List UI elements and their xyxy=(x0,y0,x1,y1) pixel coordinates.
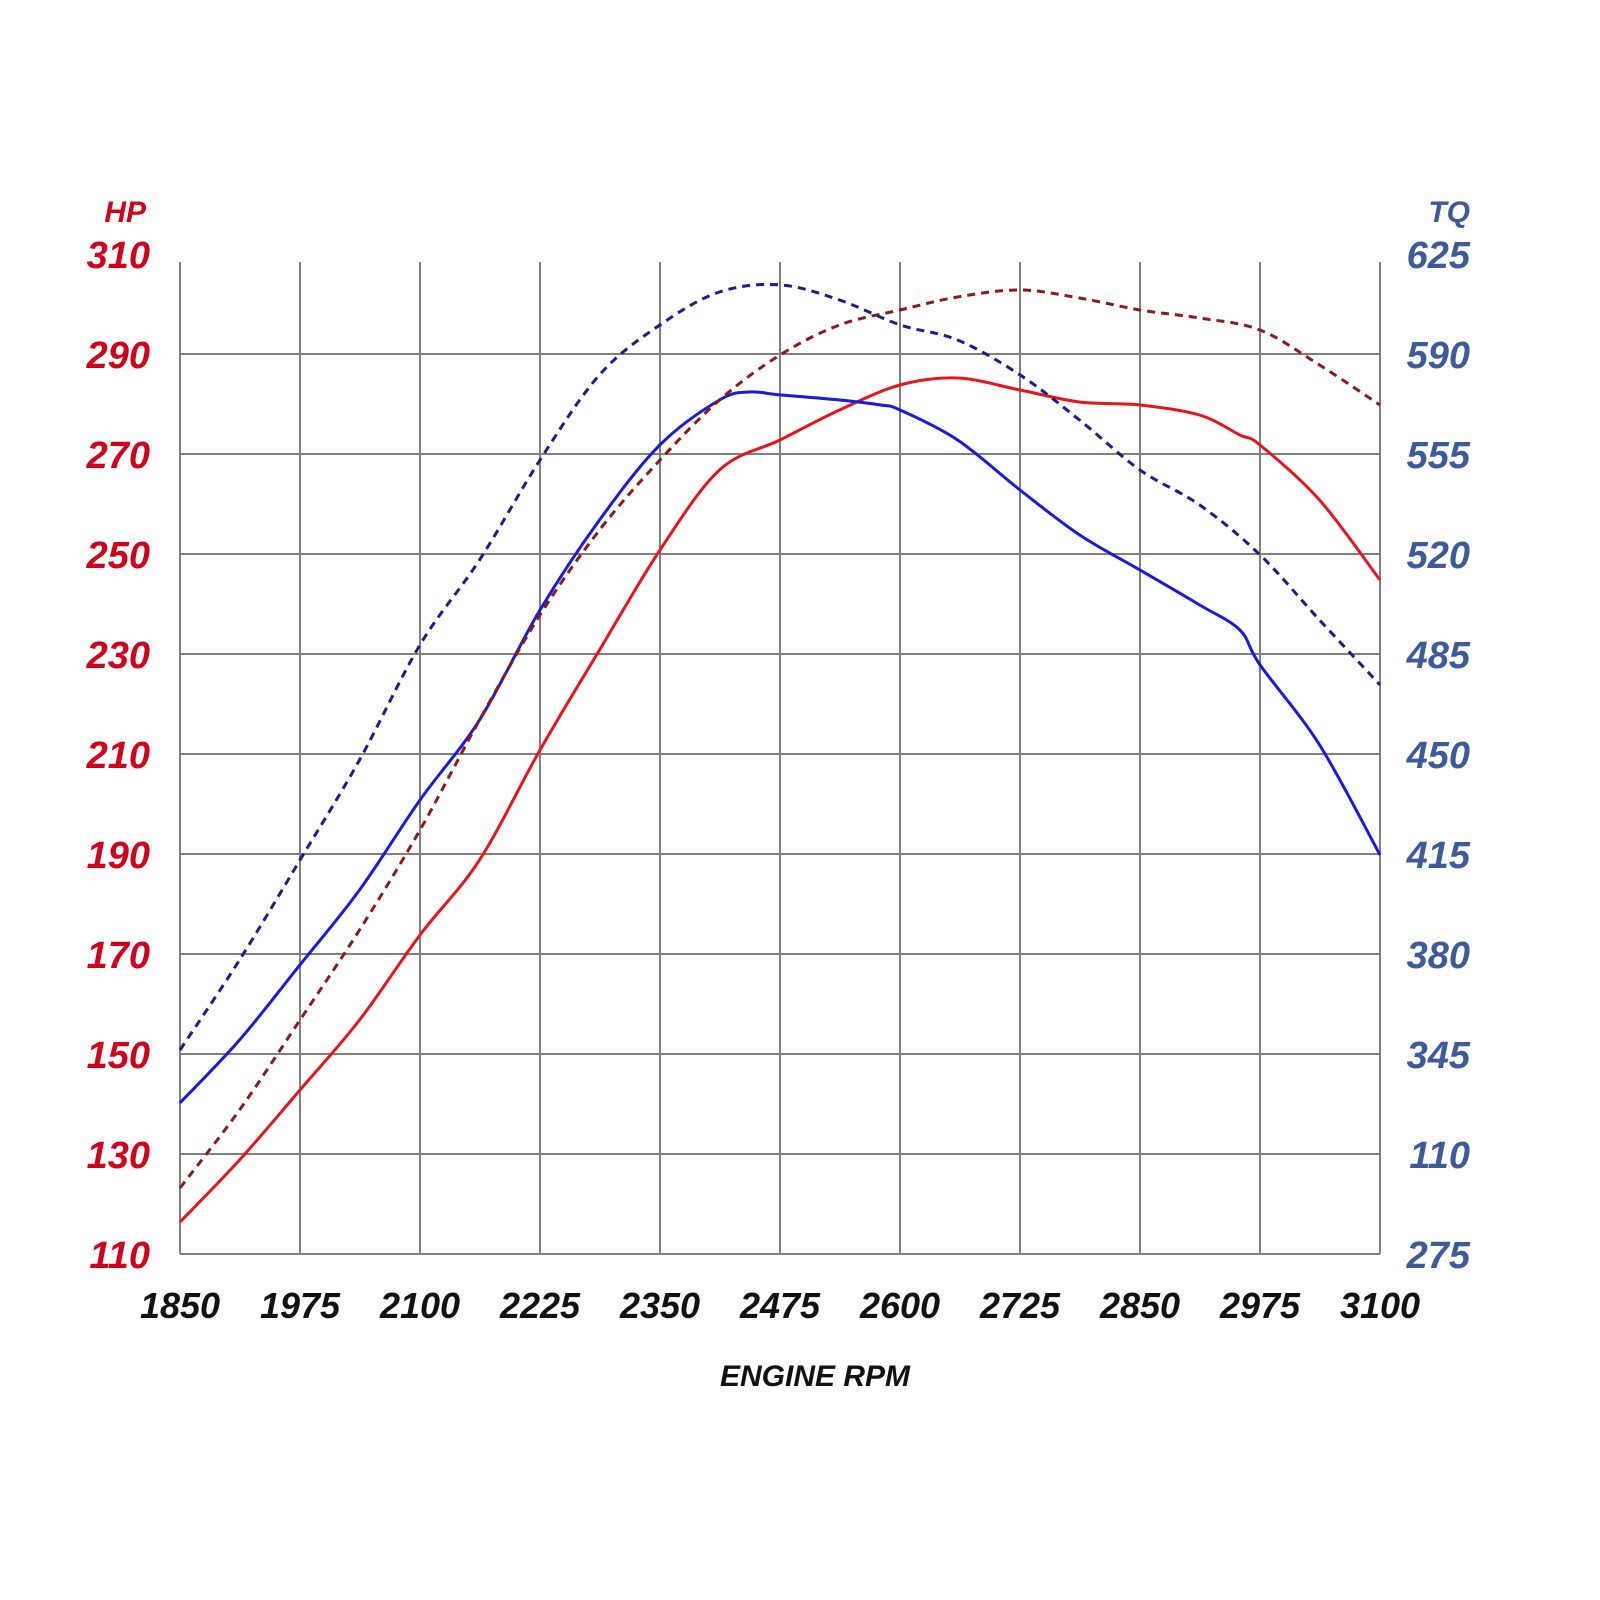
series-group xyxy=(178,282,1382,1224)
x-tick-label: 3100 xyxy=(1340,1285,1420,1326)
y-left-tick-label: 250 xyxy=(86,535,150,577)
y-right-tick-label: 590 xyxy=(1407,335,1470,377)
y-left-tick-label: 150 xyxy=(87,1035,150,1077)
grid xyxy=(179,262,1381,1255)
y-left-tick-label: 270 xyxy=(86,435,150,477)
y-left-tick-label: 310 xyxy=(87,235,150,277)
y-left-tick-label: 130 xyxy=(87,1135,150,1177)
x-tick-label: 2725 xyxy=(979,1285,1061,1326)
x-tick-label: 2475 xyxy=(739,1285,821,1326)
y-right-tick-label: 625 xyxy=(1407,235,1471,277)
series-line-hp-solid xyxy=(178,376,1382,1224)
tick-labels: 1850 1975 2100 2225 2350 2475 2600 2725 2850 2975… xyxy=(86,235,1471,1326)
y-right-tick-label: 380 xyxy=(1407,935,1470,977)
y-right-tick-label: 485 xyxy=(1406,635,1471,677)
x-tick-label: 2225 xyxy=(499,1285,581,1326)
series-line-hp-dashed xyxy=(178,288,1381,1189)
series-line-tq-solid xyxy=(178,390,1382,1104)
series-line-tq-dashed xyxy=(178,282,1382,1051)
y-right-tick-label: 275 xyxy=(1406,1235,1471,1277)
y-right-tick-label: 345 xyxy=(1407,1035,1471,1077)
x-tick-label: 2850 xyxy=(1099,1285,1180,1326)
y-right-tick-label: 520 xyxy=(1407,535,1470,577)
y-left-tick-label: 230 xyxy=(86,635,150,677)
x-tick-label: 2975 xyxy=(1219,1285,1301,1326)
y-right-tick-label: 450 xyxy=(1406,735,1470,777)
right-axis-title: TQ xyxy=(1428,196,1470,229)
y-left-tick-label: 170 xyxy=(87,935,150,977)
x-tick-label: 1975 xyxy=(260,1285,341,1326)
x-tick-label: 2100 xyxy=(379,1285,460,1326)
y-right-tick-label: 110 xyxy=(1409,1135,1470,1177)
y-left-tick-label: 190 xyxy=(87,835,150,877)
x-axis-title: ENGINE RPM xyxy=(720,1360,911,1393)
y-left-tick-label: 210 xyxy=(86,735,150,777)
x-tick-label: 2600 xyxy=(859,1285,940,1326)
y-right-tick-label: 415 xyxy=(1406,835,1471,877)
y-left-tick-label: 290 xyxy=(86,335,150,377)
x-tick-label: 1850 xyxy=(140,1285,220,1326)
x-tick-label: 2350 xyxy=(619,1285,700,1326)
y-right-tick-label: 555 xyxy=(1407,435,1471,477)
y-left-tick-label: 110 xyxy=(89,1235,150,1277)
left-axis-title: HP xyxy=(104,196,147,229)
